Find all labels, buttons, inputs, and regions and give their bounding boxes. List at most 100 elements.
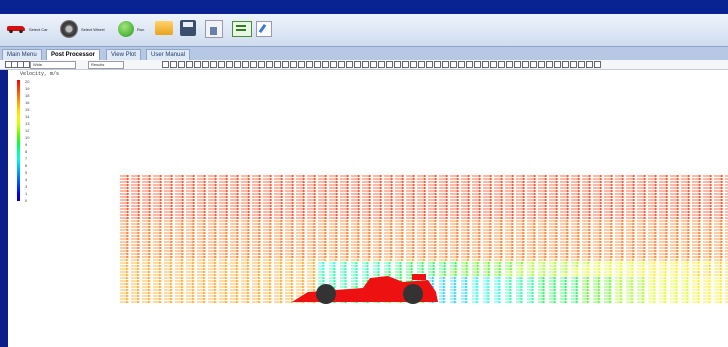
toolbar-tool-button[interactable]: [578, 61, 585, 68]
run-button[interactable]: Run: [118, 18, 144, 40]
toolbar-tool-button[interactable]: [474, 61, 481, 68]
toolbar-tool-button[interactable]: [282, 61, 289, 68]
toolbar-tool-button[interactable]: [490, 61, 497, 68]
toolbar-tool-button[interactable]: [250, 61, 257, 68]
toolbar-tool-button[interactable]: [162, 61, 169, 68]
toolbar-tool-button[interactable]: [194, 61, 201, 68]
toolbar-tool-button[interactable]: [306, 61, 313, 68]
toolbar-tool-button[interactable]: [450, 61, 457, 68]
edit-icon[interactable]: [256, 21, 272, 37]
car-wheel: [316, 284, 336, 304]
view-select[interactable]: Wide: [30, 61, 76, 69]
toolbar-tool-button[interactable]: [530, 61, 537, 68]
toolbar-tool-button[interactable]: [434, 61, 441, 68]
wheel-icon: [60, 20, 78, 38]
toolbar-tool-button[interactable]: [178, 61, 185, 68]
toolbar-tool-button[interactable]: [538, 61, 545, 68]
toolbar-tool-button[interactable]: [442, 61, 449, 68]
toolbar-tool-button[interactable]: [242, 61, 249, 68]
toolbar-tool-button[interactable]: [330, 61, 337, 68]
legend-label: 1: [25, 191, 28, 196]
color-legend: [17, 80, 20, 201]
toolbar-tool-button[interactable]: [386, 61, 393, 68]
legend-label: 12: [25, 128, 30, 133]
tab-view-plot[interactable]: View Plot: [106, 49, 141, 61]
toolbar-tool-button[interactable]: [170, 61, 177, 68]
title-bar: [0, 0, 728, 14]
rear-wing: [412, 274, 426, 280]
toolbar-tool-button[interactable]: [498, 61, 505, 68]
toolbar-tool-button[interactable]: [210, 61, 217, 68]
open-folder-icon[interactable]: [155, 21, 173, 35]
toolbar-tool-button[interactable]: [458, 61, 465, 68]
tab-post-processor[interactable]: Post Processor: [46, 49, 101, 61]
toolbar-tool-button[interactable]: [594, 61, 601, 68]
velocity-vector-field: [120, 174, 728, 304]
toolbar-tool-button[interactable]: [378, 61, 385, 68]
toolbar-tool-button[interactable]: [314, 61, 321, 68]
toolbar-tool-button[interactable]: [410, 61, 417, 68]
car-wheel: [403, 284, 423, 304]
toolbar-tool-button[interactable]: [370, 61, 377, 68]
legend-label: 19: [25, 86, 30, 91]
results-select[interactable]: Results: [88, 61, 124, 69]
legend-label: 3: [25, 184, 28, 189]
legend-label: 10: [25, 135, 30, 140]
legend-label: 6: [25, 163, 28, 168]
toolbar-tool-button[interactable]: [338, 61, 345, 68]
toolbar-tool-button[interactable]: [186, 61, 193, 68]
legend-label: 16: [25, 100, 30, 105]
toolbar-tool-button[interactable]: [586, 61, 593, 68]
toolbar-tool-button[interactable]: [426, 61, 433, 68]
toolbar-tool-button[interactable]: [274, 61, 281, 68]
plot-canvas[interactable]: Velocity, m/s 20 19 18 16 15 14 13 12 10 9 8 7 6 5 4 3 1…: [8, 70, 728, 347]
toolbar-tool-button[interactable]: [226, 61, 233, 68]
toolbar-tool-button[interactable]: [514, 61, 521, 68]
legend-label: 15: [25, 107, 30, 112]
mesh-view-icon[interactable]: [205, 20, 223, 38]
legend-label: 18: [25, 93, 30, 98]
toolbar-tool-button[interactable]: [482, 61, 489, 68]
toolbar-tool-button[interactable]: [554, 61, 561, 68]
toolbar-tool-button[interactable]: [466, 61, 473, 68]
plot-toolbar: Wide Results: [0, 60, 728, 70]
select-wheel-button[interactable]: Select Wheel: [60, 18, 105, 40]
select-car-button[interactable]: Select Car: [6, 18, 48, 40]
toolbar-tool-button[interactable]: [506, 61, 513, 68]
toolbar-tool-button[interactable]: [258, 61, 265, 68]
toolbar-tool-button[interactable]: [402, 61, 409, 68]
car-icon: [6, 25, 26, 33]
select-wheel-label: Select Wheel: [81, 26, 105, 32]
toolbar-tool-button[interactable]: [202, 61, 209, 68]
plot-icon[interactable]: [232, 21, 252, 37]
toolbar-tool-button[interactable]: [290, 61, 297, 68]
toolbar-tool-button[interactable]: [234, 61, 241, 68]
toolbar-tool-button[interactable]: [322, 61, 329, 68]
toolbar-tool-button[interactable]: [522, 61, 529, 68]
toolbar-tool-button[interactable]: [298, 61, 305, 68]
toolbar-tool-button[interactable]: [218, 61, 225, 68]
toolbar-tool-button[interactable]: [546, 61, 553, 68]
run-label: Run: [137, 26, 145, 32]
legend-label: 8: [25, 149, 28, 154]
plot-title: Velocity, m/s: [20, 71, 60, 77]
run-icon: [118, 21, 134, 37]
legend-label: 13: [25, 121, 30, 126]
toolbar-tool-button[interactable]: [346, 61, 353, 68]
tab-main-menu[interactable]: Main Menu: [2, 49, 42, 61]
toolbar-tool-button[interactable]: [570, 61, 577, 68]
toolbar-tool-button[interactable]: [394, 61, 401, 68]
legend-label: 14: [25, 114, 30, 119]
ribbon: Select Car Select Wheel Run Car & Wheel …: [0, 14, 728, 59]
toolbar-tool-button[interactable]: [23, 61, 30, 68]
toolbar-tool-button[interactable]: [266, 61, 273, 68]
select-car-label: Select Car: [29, 26, 48, 32]
legend-label: 9: [25, 142, 28, 147]
toolbar-tool-button[interactable]: [354, 61, 361, 68]
save-icon[interactable]: [180, 20, 196, 36]
toolbar-tool-button[interactable]: [362, 61, 369, 68]
legend-label: 5: [25, 170, 28, 175]
toolbar-tool-button[interactable]: [418, 61, 425, 68]
toolbar-tool-button[interactable]: [562, 61, 569, 68]
tab-user-manual[interactable]: User Manual: [146, 49, 191, 61]
